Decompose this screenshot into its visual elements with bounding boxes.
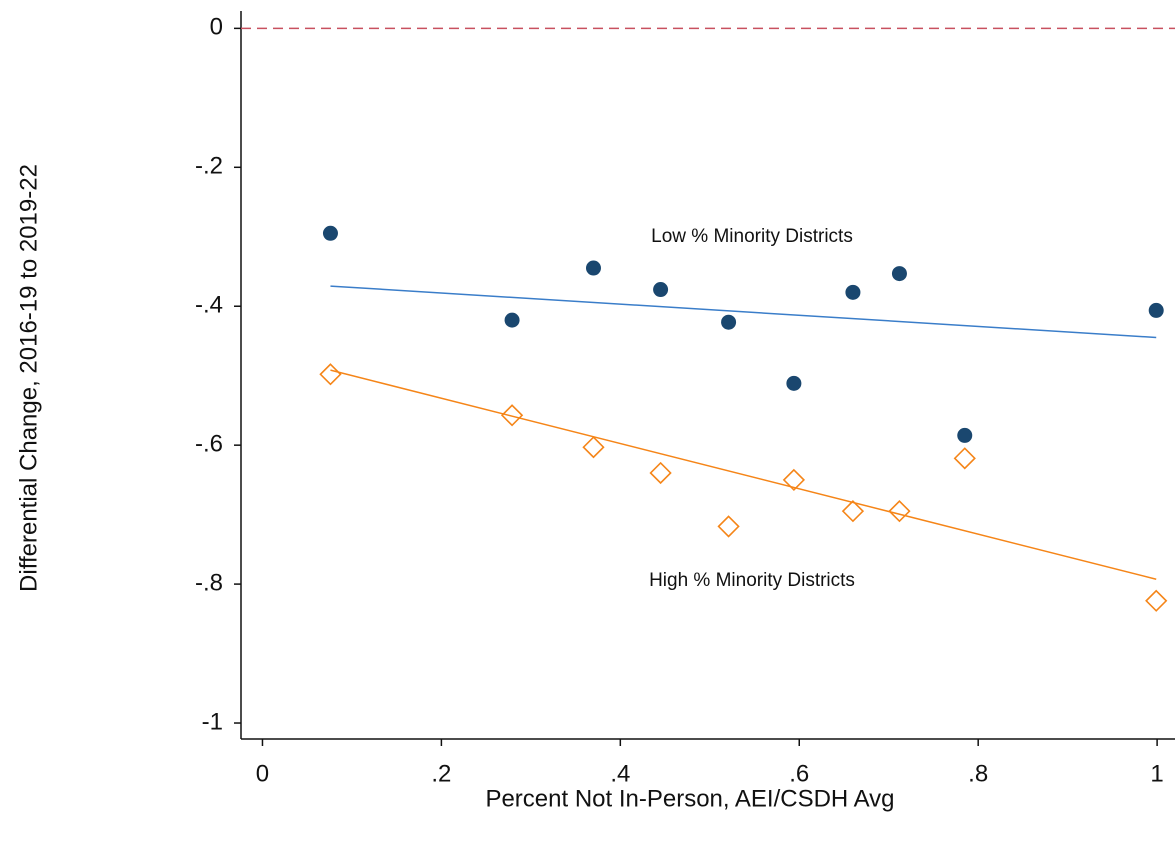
point <box>845 284 861 300</box>
point <box>953 447 976 470</box>
y-tick-label: 0 <box>210 14 223 41</box>
y-tick-label: -.8 <box>195 569 223 596</box>
annotation: Low % Minority Districts <box>651 226 853 247</box>
x-tick-label: 1 <box>1150 760 1163 787</box>
point <box>786 375 802 391</box>
point <box>500 404 524 427</box>
point <box>582 436 605 459</box>
x-axis-title: Percent Not In-Person, AEI/CSDH Avg <box>485 785 894 812</box>
point <box>841 500 865 523</box>
point <box>888 500 911 523</box>
x-tick-label: .8 <box>968 760 988 787</box>
point <box>1145 589 1168 612</box>
point <box>782 468 806 492</box>
point <box>585 260 601 276</box>
point <box>322 225 338 241</box>
x-tick-label: .2 <box>431 760 451 787</box>
point <box>504 312 520 328</box>
point <box>957 427 973 443</box>
y-tick-label: -.2 <box>195 153 223 180</box>
x-tick-label: .6 <box>789 760 809 787</box>
point <box>653 282 669 298</box>
y-axis-title: Differential Change, 2016-19 to 2019-22 <box>15 164 42 592</box>
x-tick-label: 0 <box>256 760 269 787</box>
y-tick-label: -.6 <box>195 431 223 458</box>
point <box>891 266 907 282</box>
fit-line <box>330 369 1157 580</box>
point <box>319 363 342 386</box>
x-tick-label: .4 <box>610 760 630 787</box>
y-tick-label: -1 <box>202 708 223 735</box>
annotation: High % Minority Districts <box>649 570 855 591</box>
point <box>717 515 740 538</box>
point <box>1148 302 1164 318</box>
y-tick-label: -.4 <box>195 292 223 319</box>
point <box>721 314 737 330</box>
fit-line <box>330 285 1157 339</box>
point <box>649 461 672 485</box>
